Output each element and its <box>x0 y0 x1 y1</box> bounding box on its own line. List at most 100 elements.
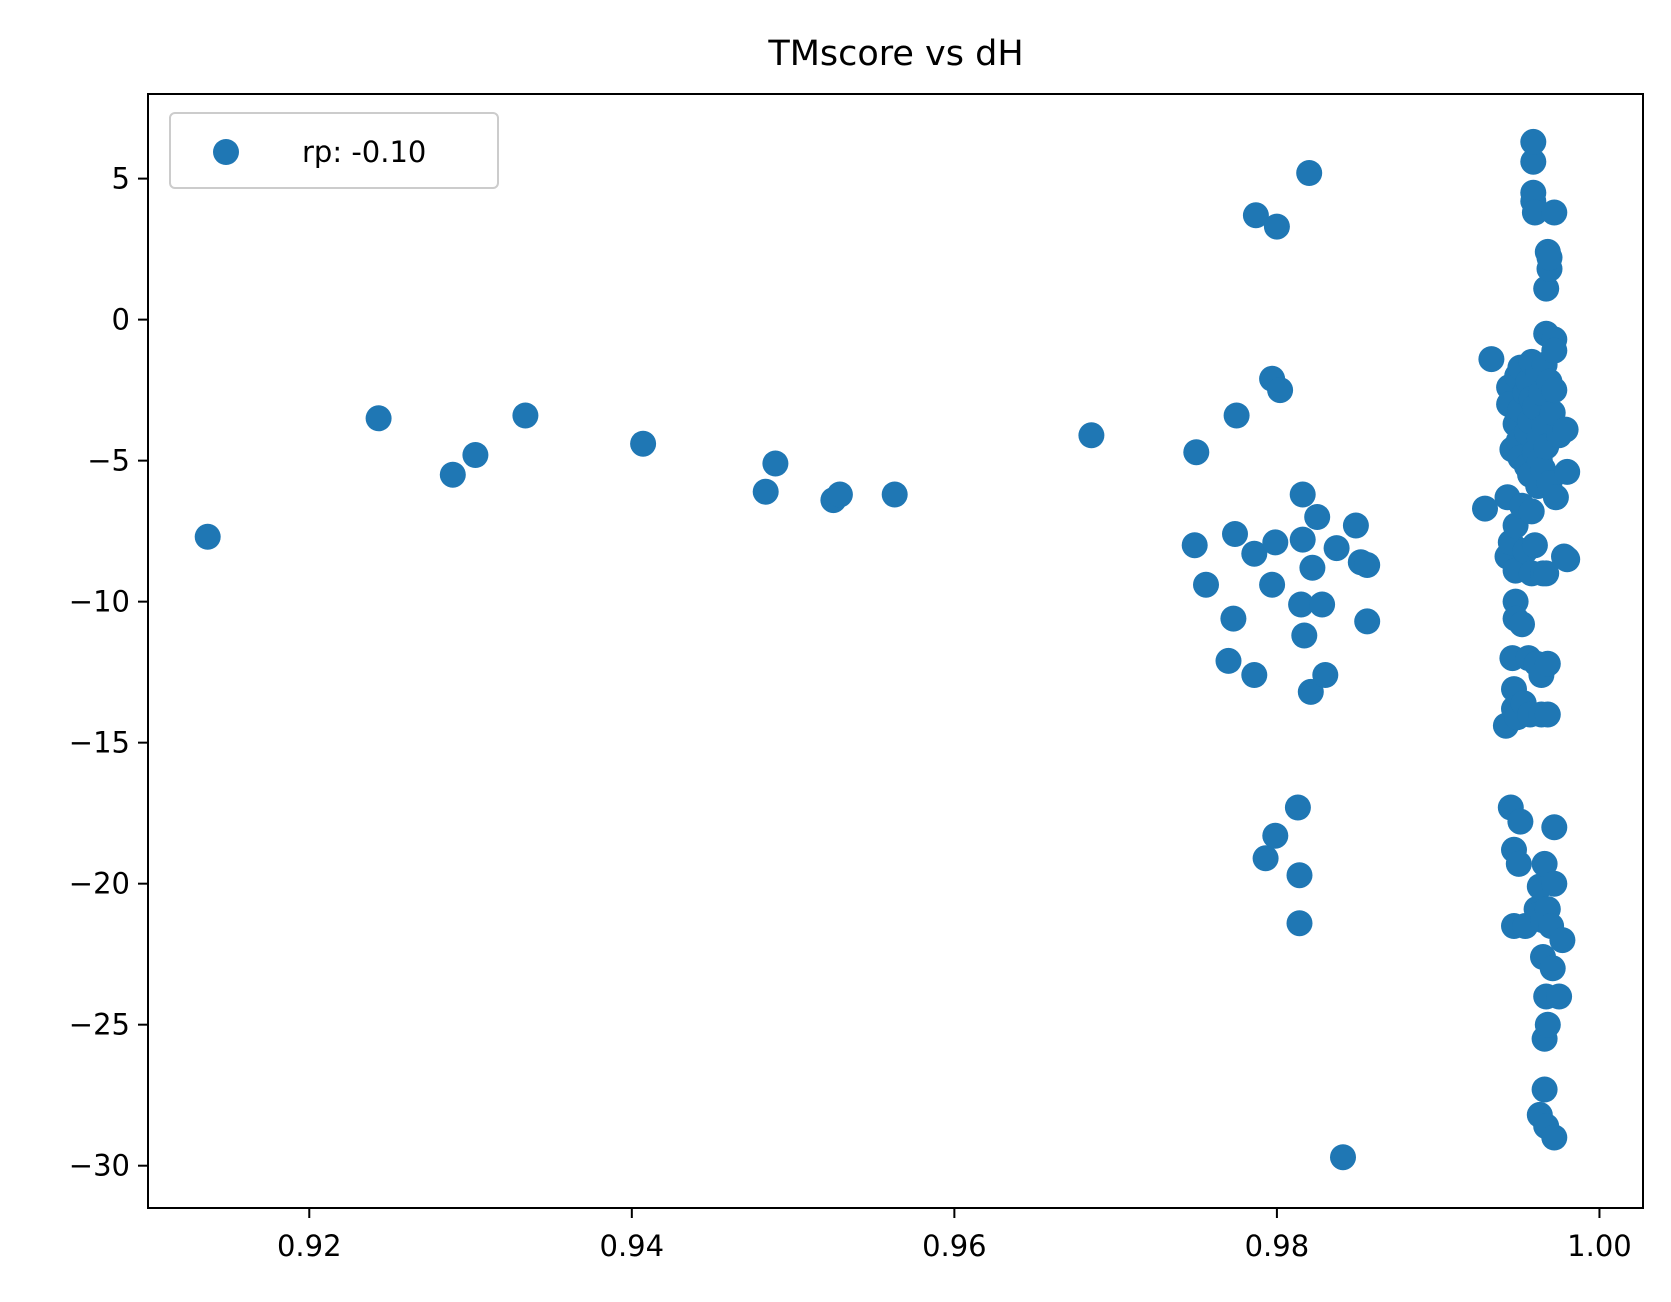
y-tick-label: −20 <box>69 867 130 901</box>
data-point <box>1297 678 1324 705</box>
data-point <box>1252 845 1279 872</box>
data-point <box>1505 850 1532 877</box>
y-axis: 5 0 −5 −10 −15 −20 −25 −30 <box>69 162 148 1183</box>
data-point <box>1534 1011 1561 1038</box>
x-tick-label: 0.92 <box>277 1229 342 1263</box>
data-point <box>1286 910 1313 937</box>
data-point <box>1541 199 1568 226</box>
data-point <box>1354 552 1381 578</box>
legend-label: rp: -0.10 <box>302 135 426 169</box>
data-point <box>1078 422 1105 449</box>
data-point <box>1291 622 1318 649</box>
data-point <box>1312 662 1339 688</box>
data-point <box>1263 213 1290 240</box>
data-point <box>1284 794 1311 821</box>
data-point <box>1259 571 1286 598</box>
data-point <box>1354 608 1381 635</box>
data-point <box>194 523 221 550</box>
data-point <box>1520 128 1547 155</box>
data-point <box>1554 546 1581 573</box>
x-tick-label: 0.94 <box>600 1229 665 1263</box>
data-point <box>1304 504 1331 530</box>
data-point <box>1241 662 1268 688</box>
data-point <box>1193 571 1219 598</box>
data-point <box>1520 179 1547 206</box>
data-point <box>1521 532 1548 559</box>
data-point <box>1533 275 1560 302</box>
points-layer <box>194 128 1581 1171</box>
data-point <box>462 442 489 468</box>
data-point <box>1183 439 1210 466</box>
data-point <box>1552 416 1579 443</box>
data-point <box>1289 481 1316 508</box>
data-point <box>1554 458 1581 485</box>
y-tick-label: −15 <box>69 726 130 760</box>
data-point <box>1541 337 1568 364</box>
data-point <box>881 481 908 508</box>
data-point <box>1286 862 1313 889</box>
data-point <box>1242 202 1269 229</box>
data-point <box>1299 554 1326 581</box>
data-point <box>439 461 466 488</box>
data-point <box>1539 955 1566 982</box>
data-point <box>1507 808 1534 835</box>
x-axis: 0.92 0.94 0.96 0.98 1.00 <box>277 1208 1632 1263</box>
data-point <box>1541 1124 1568 1151</box>
data-point <box>1531 850 1558 877</box>
data-point <box>1220 605 1247 632</box>
data-point <box>1478 346 1505 373</box>
chart-title: TMscore vs dH <box>767 34 1023 74</box>
legend-marker <box>213 139 239 165</box>
data-point <box>1533 560 1560 587</box>
data-point <box>1223 402 1250 429</box>
y-tick-label: −25 <box>69 1008 130 1042</box>
data-point <box>1262 822 1289 849</box>
data-point <box>1330 1144 1356 1171</box>
data-point <box>1536 244 1563 271</box>
data-point <box>1215 647 1242 674</box>
data-point <box>1181 532 1208 559</box>
data-point <box>1288 591 1315 618</box>
plot-frame <box>147 93 1644 1209</box>
y-tick-label: −30 <box>69 1149 130 1183</box>
data-point <box>512 402 539 429</box>
y-tick-label: −10 <box>69 585 130 619</box>
data-point <box>1531 1076 1558 1103</box>
x-tick-label: 1.00 <box>1567 1229 1632 1263</box>
data-point <box>1342 512 1369 539</box>
data-point <box>1289 526 1316 553</box>
data-point <box>1549 927 1576 954</box>
data-point <box>1518 498 1545 525</box>
data-point <box>1541 870 1568 897</box>
data-point <box>365 405 392 432</box>
data-point <box>1542 484 1569 511</box>
data-point <box>1546 983 1573 1010</box>
data-point <box>1520 148 1547 175</box>
data-point <box>1541 377 1568 404</box>
data-point <box>826 481 853 508</box>
data-point <box>630 430 657 457</box>
x-tick-label: 0.96 <box>922 1229 987 1263</box>
data-point <box>762 450 789 477</box>
data-point <box>1534 650 1561 677</box>
data-point <box>1241 540 1268 567</box>
legend-box <box>169 112 499 189</box>
y-tick-label: 0 <box>112 303 130 337</box>
y-tick-label: 5 <box>112 162 130 196</box>
data-point <box>1296 160 1323 186</box>
x-tick-label: 0.98 <box>1245 1229 1310 1263</box>
data-point <box>1534 701 1561 728</box>
data-point <box>1309 591 1336 618</box>
data-point <box>752 478 779 505</box>
data-point <box>1472 495 1498 522</box>
legend: rp: -0.10 <box>169 112 499 189</box>
data-point <box>1267 377 1294 404</box>
data-point <box>1262 529 1289 556</box>
data-point <box>1541 814 1568 841</box>
data-point <box>1323 535 1350 562</box>
data-point <box>1222 521 1248 547</box>
y-tick-label: −5 <box>87 444 130 478</box>
data-point <box>1509 611 1535 638</box>
